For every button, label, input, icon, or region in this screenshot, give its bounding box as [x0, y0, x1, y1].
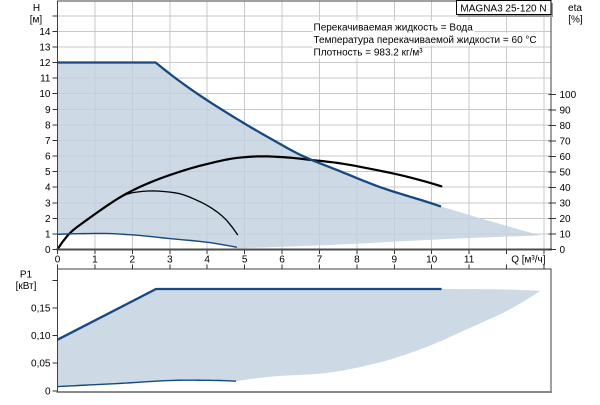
- svg-text:0: 0: [45, 386, 51, 397]
- svg-text:5: 5: [45, 167, 51, 178]
- svg-text:6: 6: [45, 152, 51, 163]
- svg-text:Плотность = 983.2 кг/м³: Плотность = 983.2 кг/м³: [314, 48, 424, 59]
- svg-text:3: 3: [167, 255, 173, 266]
- svg-text:P1: P1: [20, 270, 33, 281]
- svg-text:7: 7: [45, 136, 51, 147]
- svg-text:20: 20: [560, 214, 572, 225]
- svg-text:8: 8: [354, 255, 360, 266]
- svg-text:0: 0: [45, 245, 51, 256]
- svg-text:10: 10: [560, 230, 572, 241]
- svg-text:2: 2: [45, 214, 51, 225]
- svg-text:9: 9: [45, 105, 51, 116]
- svg-text:[кВт]: [кВт]: [16, 281, 37, 292]
- svg-text:100: 100: [560, 90, 577, 101]
- svg-text:0,10: 0,10: [31, 331, 51, 342]
- svg-text:13: 13: [39, 43, 51, 54]
- svg-text:50: 50: [560, 167, 572, 178]
- svg-text:4: 4: [204, 255, 210, 266]
- svg-text:40: 40: [560, 183, 572, 194]
- svg-text:90: 90: [560, 105, 572, 116]
- svg-text:H: H: [33, 3, 40, 14]
- svg-text:60: 60: [560, 152, 572, 163]
- svg-text:10: 10: [39, 89, 51, 100]
- svg-text:80: 80: [560, 121, 572, 132]
- svg-text:0: 0: [560, 245, 566, 256]
- svg-text:5: 5: [242, 255, 248, 266]
- svg-text:Температура перекачиваемой жид: Температура перекачиваемой жидкости = 60…: [314, 35, 537, 46]
- svg-text:12: 12: [39, 58, 51, 69]
- svg-text:7: 7: [317, 255, 323, 266]
- svg-text:1: 1: [45, 229, 51, 240]
- svg-text:9: 9: [392, 255, 398, 266]
- svg-text:[м]: [м]: [30, 15, 43, 26]
- svg-text:1: 1: [92, 255, 98, 266]
- svg-text:4: 4: [45, 183, 51, 194]
- svg-text:[%]: [%]: [568, 15, 583, 26]
- svg-text:8: 8: [45, 120, 51, 131]
- svg-text:30: 30: [560, 198, 572, 209]
- svg-text:11: 11: [464, 255, 475, 266]
- svg-text:0: 0: [55, 255, 61, 266]
- svg-text:0,05: 0,05: [31, 359, 51, 370]
- svg-text:0,15: 0,15: [31, 304, 51, 315]
- svg-text:70: 70: [560, 136, 572, 147]
- svg-text:eta: eta: [568, 3, 582, 14]
- svg-text:3: 3: [45, 198, 51, 209]
- svg-text:MAGNA3 25-120 N: MAGNA3 25-120 N: [460, 4, 546, 15]
- svg-text:10: 10: [426, 255, 438, 266]
- svg-text:Q [м³/ч]: Q [м³/ч]: [511, 255, 546, 266]
- svg-text:Перекачиваемая жидкость = Вода: Перекачиваемая жидкость = Вода: [314, 22, 474, 33]
- svg-text:2: 2: [130, 255, 136, 266]
- svg-text:11: 11: [40, 74, 51, 85]
- svg-text:14: 14: [39, 27, 51, 38]
- svg-text:6: 6: [279, 255, 285, 266]
